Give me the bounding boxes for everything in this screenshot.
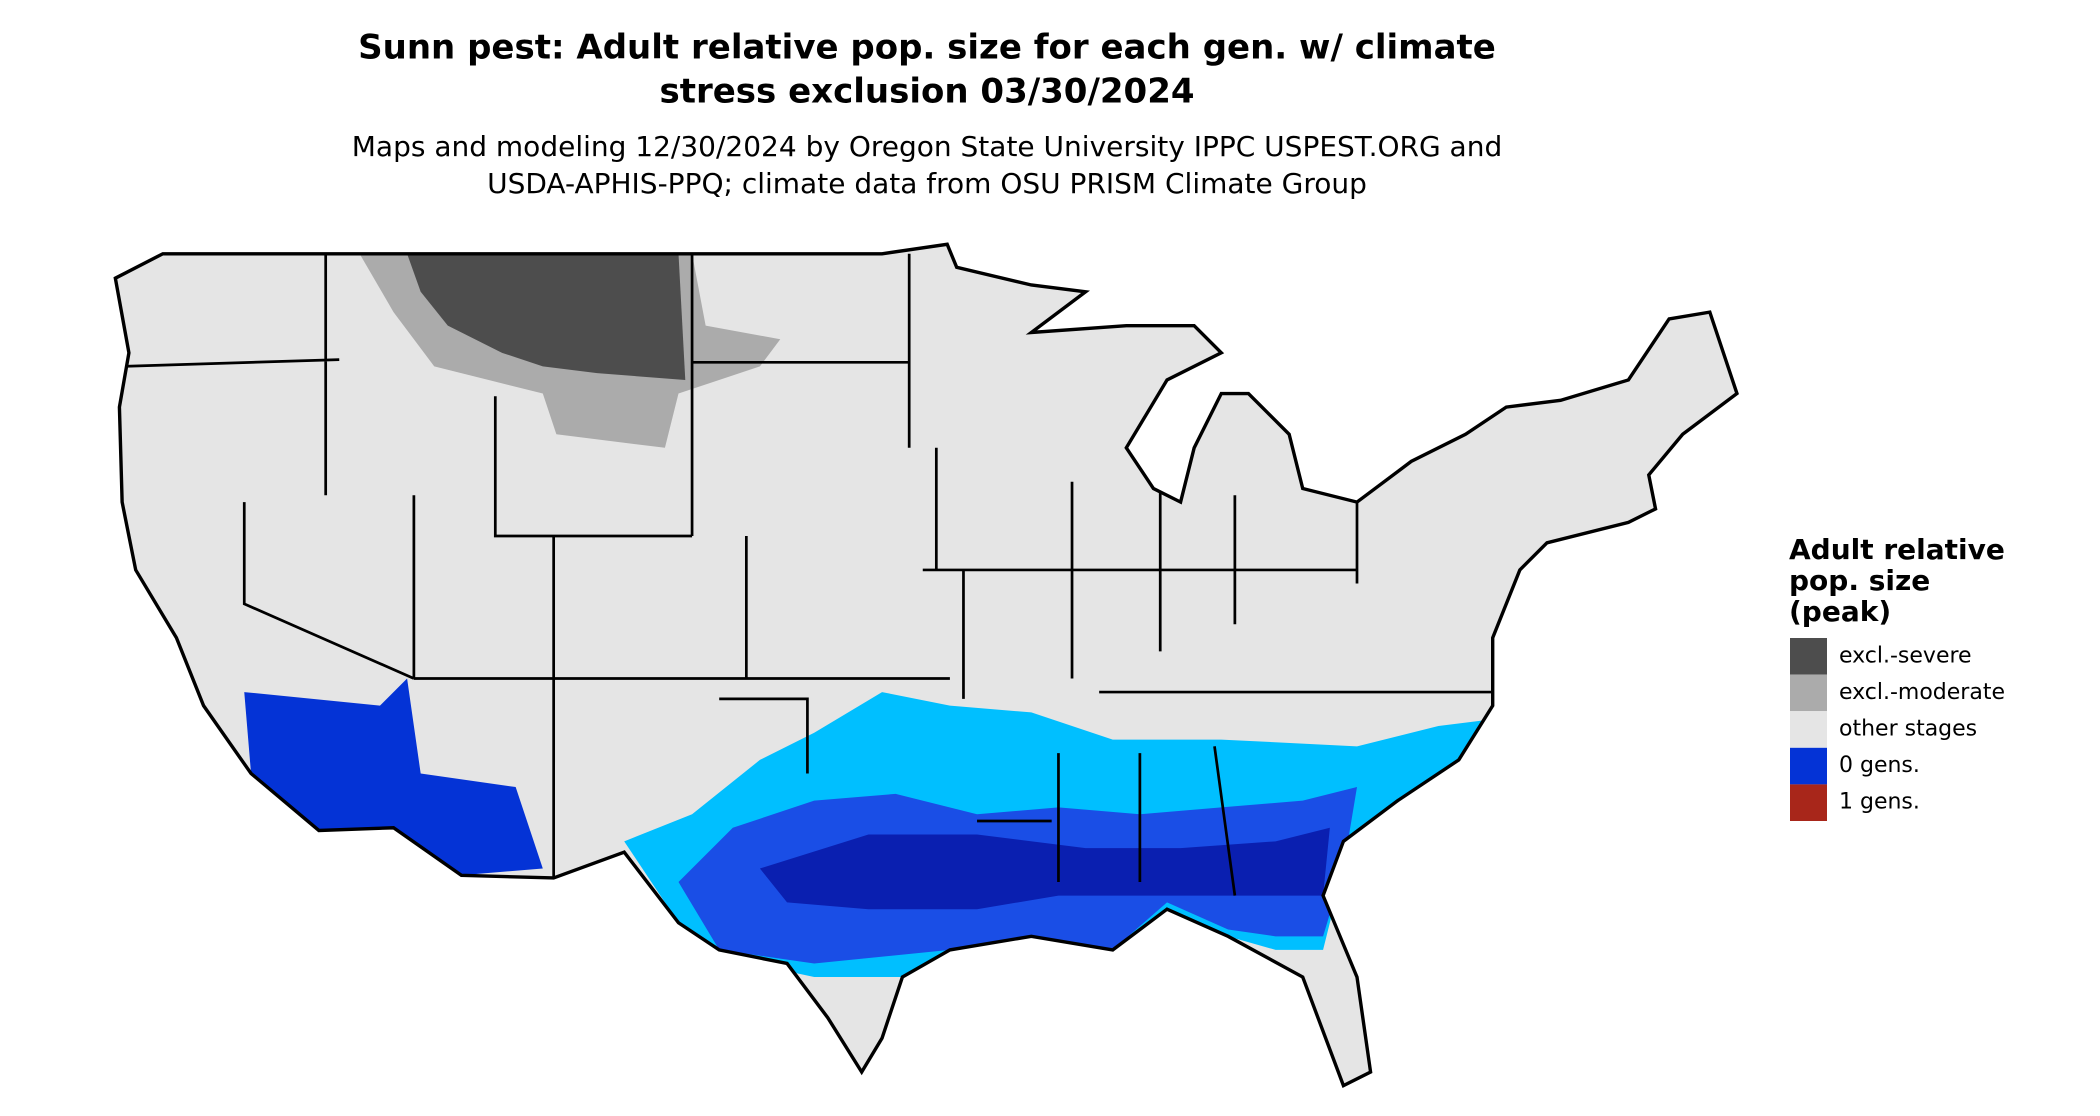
legend-label: 0 gens. [1839, 753, 1920, 778]
legend-label: excl.-moderate [1839, 680, 2005, 705]
legend-label: 1 gens. [1839, 790, 1920, 815]
legend-swatch [1790, 784, 1827, 821]
map [113, 242, 1739, 1088]
legend-title: Adult relative [1789, 533, 2005, 566]
state-borders [122, 253, 1493, 896]
legend-title: (peak) [1789, 595, 1891, 628]
region-blue [244, 678, 543, 876]
legend-title: pop. size [1789, 564, 1930, 597]
legend-swatch [1790, 674, 1827, 712]
legend-label: excl.-severe [1839, 643, 1972, 668]
legend-swatch [1790, 711, 1827, 748]
title: Sunn pest: Adult relative pop. size for … [358, 28, 1496, 68]
region-dark-blue [759, 827, 1330, 910]
title: stress exclusion 03/30/2024 [659, 72, 1194, 112]
legend-label: other stages [1839, 717, 1977, 742]
legend-swatch [1790, 747, 1827, 785]
region-severe [407, 253, 686, 380]
legend-swatch [1790, 638, 1827, 675]
subtitle: Maps and modeling 12/30/2024 by Oregon S… [352, 130, 1503, 163]
legend: excl.-severe excl.-moderate other stages 0 … [1790, 638, 2005, 821]
subtitle: USDA-APHIS-PPQ; climate data from OSU PR… [487, 167, 1367, 200]
